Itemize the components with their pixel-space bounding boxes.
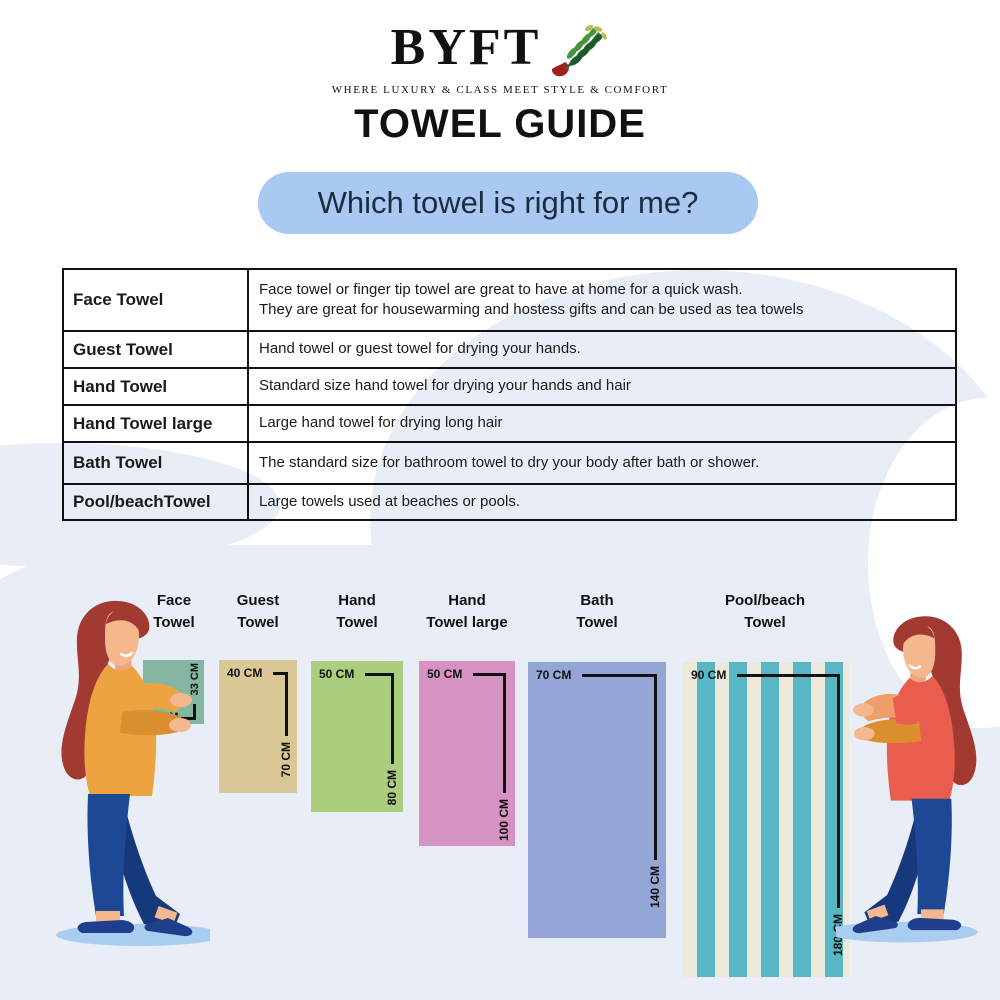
question-banner-text: Which towel is right for me?	[317, 185, 699, 220]
dimension-line	[391, 673, 394, 764]
diagram-header-hand-towel: Hand Towel	[336, 592, 378, 631]
diagram-header-guest-towel: Guest Towel	[236, 592, 280, 631]
diagram-header-bath-towel: Bath Towel	[576, 592, 618, 631]
brand-logo: BYFT	[0, 22, 1000, 85]
dimension-line	[473, 673, 506, 676]
width-label: 50 CM	[319, 667, 355, 681]
width-label: 40 CM	[227, 666, 263, 680]
diagram-header-face-towel: Face Towel	[153, 592, 195, 631]
hand-towel-large-swatch: 50 CM 100 CM	[419, 661, 515, 846]
row-description: Face towel or finger tip towel are great…	[247, 268, 957, 332]
brand-name: BYFT	[390, 19, 542, 76]
pool-beach-towel-swatch: 90 CM 180 CM	[683, 662, 849, 977]
bath-towel-swatch: 70 CM 140 CM	[528, 662, 666, 938]
dimension-line	[273, 672, 288, 675]
dimension-line	[181, 717, 196, 720]
table-row: Hand Towel large Large hand towel for dr…	[62, 404, 957, 443]
leaf-branch-icon	[547, 24, 609, 85]
row-label: Bath Towel	[62, 441, 249, 485]
dimension-line	[285, 672, 288, 736]
dimension-line	[737, 674, 840, 677]
brand-tagline: WHERE LUXURY & CLASS MEET STYLE & COMFOR…	[331, 84, 669, 96]
row-label: Hand Towel large	[62, 404, 249, 443]
dimension-line	[837, 674, 840, 908]
dimension-line	[365, 673, 394, 676]
table-row: Face Towel Face towel or finger tip towe…	[62, 268, 957, 332]
row-description: Standard size hand towel for drying your…	[247, 367, 957, 406]
table-row: Pool/beachTowel Large towels used at bea…	[62, 483, 957, 521]
row-label: Pool/beachTowel	[62, 483, 249, 521]
woman-presenting-right-illustration	[836, 602, 1000, 954]
row-label: Guest Towel	[62, 330, 249, 369]
width-label: 90 CM	[691, 668, 727, 682]
hand-towel-swatch: 50 CM 80 CM	[311, 661, 403, 812]
question-banner: Which towel is right for me?	[258, 172, 758, 234]
woman-presenting-left-illustration	[28, 596, 210, 948]
height-label: 70 CM	[279, 742, 293, 778]
towel-guide-table: Face Towel Face towel or finger tip towe…	[62, 268, 957, 521]
dimension-line	[503, 673, 506, 793]
table-row: Bath Towel The standard size for bathroo…	[62, 441, 957, 485]
dimension-line	[193, 704, 196, 720]
dimension-line	[582, 674, 657, 677]
height-label: 100 CM	[497, 799, 511, 842]
dimension-line	[654, 674, 657, 860]
height-label: 140 CM	[648, 866, 662, 909]
width-label: 70 CM	[536, 668, 572, 682]
row-description: Large towels used at beaches or pools.	[247, 483, 957, 521]
row-description: Large hand towel for drying long hair	[247, 404, 957, 443]
height-label: 80 CM	[385, 770, 399, 806]
guest-towel-swatch: 40 CM 70 CM	[219, 660, 297, 793]
width-label: 50 CM	[427, 667, 463, 681]
diagram-header-pool-beach-towel: Pool/beach Towel	[724, 592, 806, 631]
row-description: Hand towel or guest towel for drying you…	[247, 330, 957, 369]
row-description: The standard size for bathroom towel to …	[247, 441, 957, 485]
table-row: Hand Towel Standard size hand towel for …	[62, 367, 957, 406]
row-label: Hand Towel	[62, 367, 249, 406]
row-label: Face Towel	[62, 268, 249, 332]
table-row: Guest Towel Hand towel or guest towel fo…	[62, 330, 957, 369]
diagram-header-hand-towel-large: Hand Towel large	[426, 592, 508, 631]
page-title: TOWEL GUIDE	[354, 102, 646, 146]
